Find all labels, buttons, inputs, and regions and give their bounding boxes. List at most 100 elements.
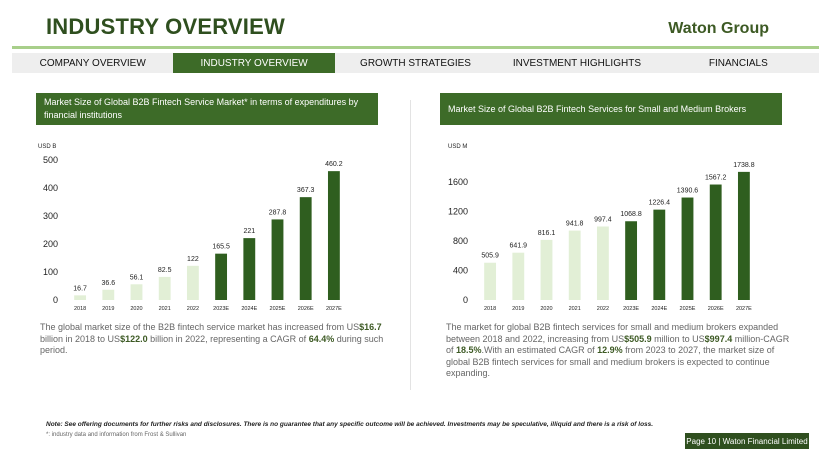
chart-2-bar (512, 252, 525, 300)
chart-1-category-label: 2020 (130, 306, 142, 312)
chart-1-category-label: 2024E (241, 306, 257, 312)
chart-1-bar (271, 219, 284, 300)
chart-1-data-label: 122 (187, 256, 199, 263)
chart-1-category-label: 2023E (213, 306, 229, 312)
chart-2-bar (568, 230, 581, 300)
desc-text: from 2023 to 2027, the market size of gl… (446, 345, 775, 378)
desc-highlight: 12.9% (597, 345, 623, 355)
desc-text: billion in 2022, representing a CAGR of (147, 333, 309, 344)
chart-1-category-label: 2022 (187, 306, 199, 312)
chart-2-data-label: 1567.2 (705, 175, 727, 182)
desc-highlight: $997.4 (704, 333, 733, 344)
chart-1-ytick: 300 (43, 211, 58, 221)
chart-2-bar (596, 226, 609, 300)
chart-1-ytick: 500 (43, 155, 58, 165)
tab-financials[interactable]: FINANCIALS (708, 57, 768, 69)
chart-2-data-label: 505.9 (481, 253, 499, 260)
tab-growth-strategies[interactable]: GROWTH STRATEGIES (360, 57, 471, 69)
chart-2-data-label: 941.8 (566, 221, 584, 228)
chart-1-data-label: 16.7 (73, 285, 87, 292)
chart-1-category-label: 2021 (159, 306, 171, 312)
chart-2-bar (540, 239, 553, 300)
column-divider (410, 100, 411, 390)
chart-2-data-label: 1226.4 (649, 200, 671, 207)
brand-logo-text: Waton Group (668, 20, 769, 37)
header-divider (12, 46, 819, 49)
chart-1-bar (186, 265, 199, 300)
tab-industry-overview[interactable]: INDUSTRY OVERVIEW (173, 53, 335, 73)
top-nav: COMPANY OVERVIEW INDUSTRY OVERVIEW GROWT… (12, 53, 819, 73)
chart-1-category-label: 2027E (326, 306, 342, 312)
chart-2-description: The market for global B2B fintech servic… (446, 322, 791, 380)
chart-2-bar (709, 184, 722, 300)
chart-1-bar (215, 253, 228, 300)
chart-2-bar (737, 171, 750, 300)
chart-2-category-label: 2021 (569, 306, 581, 312)
chart-1-data-label: 165.5 (212, 244, 230, 251)
tab-company-overview[interactable]: COMPANY OVERVIEW (39, 57, 146, 69)
chart-1-category-label: 2025E (270, 306, 286, 312)
chart-2-bar (484, 262, 497, 300)
desc-highlight: $505.9 (624, 333, 652, 344)
desc-text: The market for global B2B fintech servic… (446, 322, 779, 344)
desc-highlight: 18.5% (456, 345, 482, 355)
chart-2-data-label: 641.9 (510, 243, 528, 250)
chart-2-bar (653, 209, 666, 300)
page-title: INDUSTRY OVERVIEW (46, 14, 285, 39)
chart-2-data-label: 1068.8 (620, 211, 642, 218)
chart-2-ytick: 1600 (448, 177, 468, 187)
chart-1-bar (74, 295, 87, 300)
chart-1-ytick: 100 (43, 267, 58, 277)
chart-1-ytick: 0 (53, 295, 58, 305)
chart-1-category-label: 2026E (298, 306, 314, 312)
desc-text: during such period. (40, 333, 384, 356)
chart-2-category-label: 2018 (484, 306, 496, 312)
chart-1-data-label: 36.6 (101, 280, 115, 287)
chart-1-data-label: 56.1 (130, 274, 144, 281)
chart-2-ytick: 0 (463, 295, 468, 305)
chart-2-title-text: Market Size of Global B2B Fintech Servic… (448, 103, 747, 114)
chart-2-ytick: 800 (453, 236, 468, 246)
chart-2-data-label: 1390.6 (677, 188, 699, 195)
desc-text: The global market size of the B2B fintec… (40, 322, 360, 332)
chart-2-ytick: 400 (453, 266, 468, 276)
chart-2-category-label: 2026E (708, 306, 724, 312)
chart-2-category-label: 2027E (736, 306, 752, 312)
chart-1-bar (102, 289, 115, 300)
desc-highlight: $122.0 (120, 333, 148, 344)
desc-text: million-CAGR of (446, 333, 790, 356)
desc-text: .With an estimated CAGR of (481, 345, 598, 355)
chart-2-category-label: 2023E (623, 306, 639, 312)
desc-text: million to US (651, 333, 705, 344)
chart-2-category-label: 2024E (651, 306, 667, 312)
chart-2-bar (681, 197, 694, 300)
chart-1-bar (299, 197, 312, 300)
chart-1-bar (327, 171, 340, 300)
desc-highlight: 64.4% (308, 333, 335, 344)
page-footer: Page 10 | Waton Financial Limited (685, 433, 809, 449)
chart-1-bar (243, 238, 256, 300)
tab-investment-highlights[interactable]: INVESTMENT HIGHLIGHTS (512, 57, 641, 69)
chart-1-title-text: Market Size of Global B2B Fintech Servic… (44, 97, 359, 120)
chart-2-bar-chart: USD M 0 400 800 1200 1600 505.9 2018 641.9 2019 81… (448, 144, 755, 312)
chart-1-ytick: 200 (43, 239, 58, 249)
source-note: *: industry data and information from Fr… (46, 432, 187, 438)
chart-2-title: Market Size of Global B2B Fintech Servic… (440, 93, 782, 125)
chart-1-data-label: 367.3 (297, 187, 315, 194)
chart-2-category-label: 2020 (540, 306, 552, 312)
chart-1-description: The global market size of the B2B fintec… (40, 322, 385, 357)
chart-2-ytick: 1200 (448, 207, 468, 217)
chart-2-category-label: 2019 (512, 306, 524, 312)
chart-1-data-label: 460.2 (325, 161, 343, 168)
chart-1-ylabel: USD B (38, 144, 56, 150)
chart-1-title: Market Size of Global B2B Fintech Servic… (36, 93, 378, 125)
chart-1-ytick: 400 (43, 183, 58, 193)
desc-text: billion in 2018 to US (40, 333, 121, 344)
chart-2-ylabel: USD M (448, 144, 467, 150)
chart-1-bar (158, 276, 171, 300)
chart-1-category-label: 2019 (102, 306, 114, 312)
chart-1-bar (130, 284, 143, 300)
desc-highlight: $16.7 (359, 322, 382, 332)
chart-2-bar (625, 221, 638, 300)
chart-2-data-label: 1738.8 (733, 162, 755, 169)
